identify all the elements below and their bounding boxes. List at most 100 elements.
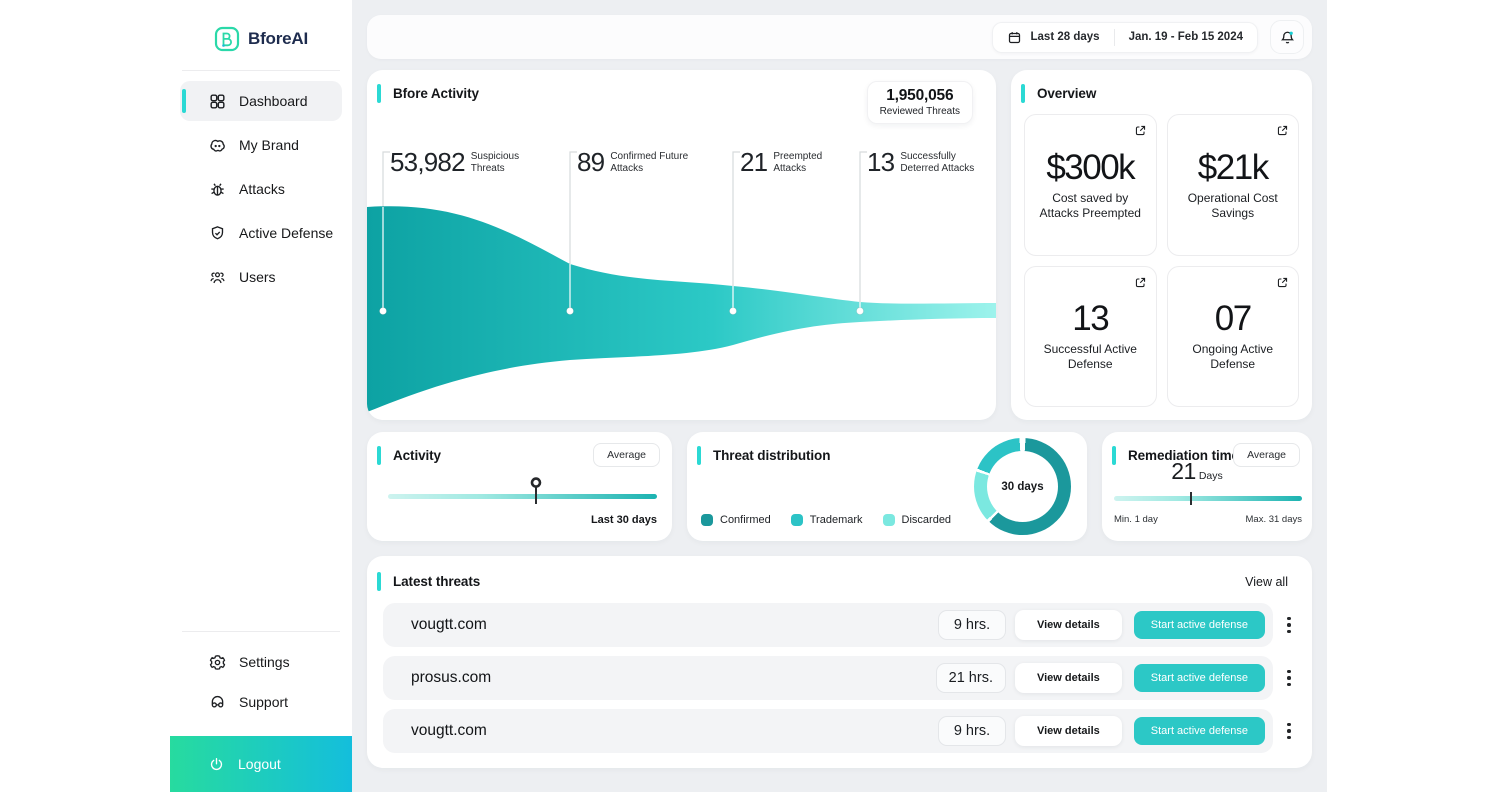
start-active-defense-button[interactable]: Start active defense (1133, 717, 1265, 745)
date-range-value[interactable]: Jan. 19 - Feb 15 2024 (1115, 31, 1257, 43)
sidebar-item-users[interactable]: Users (180, 257, 342, 297)
bfore-activity-title: Bfore Activity (393, 86, 479, 101)
sidebar-item-settings[interactable]: Settings (180, 642, 342, 682)
sidebar-footer-nav: Settings Support (170, 642, 352, 736)
sidebar-item-attacks[interactable]: Attacks (180, 169, 342, 209)
overview-label: Cost saved by Attacks Preempted (1039, 190, 1141, 220)
overview-label: Ongoing Active Defense (1192, 342, 1274, 372)
reviewed-threats-label: Reviewed Threats (879, 106, 960, 117)
donut-center-label: 30 days (1001, 480, 1044, 493)
date-pill-divider (1113, 28, 1115, 46)
stage-value: 21 (740, 147, 768, 177)
sidebar-item-dashboard[interactable]: Dashboard (180, 81, 342, 121)
view-all-link[interactable]: View all (1245, 574, 1288, 589)
stage-value: 53,982 (390, 147, 466, 177)
row-menu-kebab-icon[interactable] (1282, 669, 1296, 687)
accent-bar (377, 84, 381, 103)
external-link-icon[interactable] (1134, 276, 1147, 289)
legend-swatch (701, 514, 713, 526)
legend-item-discarded: Discarded (882, 514, 951, 526)
funnel-chart (367, 151, 996, 412)
sidebar-item-active-defense[interactable]: Active Defense (180, 213, 342, 253)
remediation-max-label: Max. 31 days (1245, 514, 1303, 525)
notification-dot (1289, 31, 1293, 35)
threat-row-wrap: vougtt.com 9 hrs. View details Start act… (383, 603, 1296, 647)
remediation-slider-tick[interactable] (1190, 492, 1193, 505)
overview-tile-ongoing-defense: 07 Ongoing Active Defense (1166, 265, 1299, 407)
power-icon (210, 757, 223, 770)
notifications-button[interactable] (1270, 20, 1304, 54)
threat-distribution-donut-chart: 30 days (974, 438, 1071, 535)
bfore-activity-card: Bfore Activity 1,950,056 Reviewed Threat… (367, 70, 996, 420)
date-range-preset-label: Last 28 days (1030, 31, 1100, 43)
threat-row[interactable]: vougtt.com 9 hrs. View details Start act… (383, 709, 1273, 753)
threat-row-wrap: prosus.com 21 hrs. View details Start ac… (383, 656, 1296, 700)
remediation-average-button[interactable]: Average (1233, 443, 1300, 467)
accent-bar (377, 572, 381, 591)
threat-distribution-legend: Confirmed Trademark Discarded (701, 514, 951, 526)
external-link-icon[interactable] (1276, 124, 1289, 137)
brand-name: BforeAI (248, 29, 308, 48)
logout-button[interactable]: Logout (170, 736, 352, 792)
date-range-picker[interactable]: Last 28 days Jan. 19 - Feb 15 2024 (991, 21, 1258, 53)
overview-value: $21k (1197, 147, 1269, 187)
threat-row[interactable]: prosus.com 21 hrs. View details Start ac… (383, 656, 1273, 700)
latest-threats-card: Latest threats View all vougtt.com 9 hrs… (367, 556, 1312, 768)
pin-icon (530, 477, 542, 493)
brand-logo: BforeAI (170, 0, 352, 52)
overview-tile-successful-defense: 13 Successful Active Defense (1024, 265, 1157, 407)
activity-average-button[interactable]: Average (593, 443, 660, 467)
latest-threats-title: Latest threats (393, 574, 481, 589)
app-window: BforeAI Dashboard My Brand (170, 0, 1327, 792)
start-active-defense-button[interactable]: Start active defense (1133, 664, 1265, 692)
overview-label: Operational Cost Savings (1187, 190, 1278, 220)
external-link-icon[interactable] (1276, 276, 1289, 289)
slider-tick (534, 492, 537, 504)
activity-slider-track[interactable] (388, 477, 657, 504)
legend-item-confirmed: Confirmed (701, 514, 771, 526)
sidebar-item-my-brand[interactable]: My Brand (180, 125, 342, 165)
threat-row[interactable]: vougtt.com 9 hrs. View details Start act… (383, 603, 1273, 647)
sidebar-item-support[interactable]: Support (180, 682, 342, 722)
external-link-icon[interactable] (1134, 124, 1147, 137)
threat-distribution-title: Threat distribution (713, 448, 831, 463)
sidebar-item-label: Users (239, 269, 276, 285)
view-details-button[interactable]: View details (1014, 663, 1122, 693)
legend-label: Confirmed (720, 514, 771, 526)
remediation-min-label: Min. 1 day (1114, 514, 1158, 525)
main-content: Last 28 days Jan. 19 - Feb 15 2024 (352, 0, 1327, 792)
row-menu-kebab-icon[interactable] (1282, 722, 1296, 740)
bug-icon (211, 182, 224, 196)
overview-tile-cost-saved: $300k Cost saved by Attacks Preempted (1024, 114, 1157, 256)
remediation-slider-track[interactable] (1114, 492, 1302, 505)
topbar: Last 28 days Jan. 19 - Feb 15 2024 (367, 15, 1312, 59)
view-details-button[interactable]: View details (1014, 716, 1122, 746)
sidebar-item-label: Attacks (239, 181, 285, 197)
support-glasses-icon (211, 695, 224, 708)
activity-card: Activity Average Last 30 days (367, 432, 672, 541)
remediation-title: Remediation time (1128, 448, 1239, 463)
legend-swatch (790, 514, 803, 526)
activity-slider-marker[interactable] (529, 477, 543, 504)
threat-age-badge: 9 hrs. (937, 716, 1006, 746)
date-range-preset[interactable]: Last 28 days (993, 30, 1114, 45)
threat-domain: vougtt.com (411, 722, 487, 739)
overview-tile-operational-savings: $21k Operational Cost Savings (1166, 114, 1299, 256)
threat-age-badge: 21 hrs. (935, 663, 1006, 693)
activity-period-label: Last 30 days (590, 514, 657, 526)
logout-label: Logout (238, 756, 281, 772)
date-range-value-label: Jan. 19 - Feb 15 2024 (1128, 31, 1243, 43)
view-details-button[interactable]: View details (1014, 610, 1122, 640)
sidebar: BforeAI Dashboard My Brand (170, 0, 352, 792)
start-active-defense-button[interactable]: Start active defense (1133, 611, 1265, 639)
threat-age-badge: 9 hrs. (937, 610, 1006, 640)
overview-value: 07 (1214, 299, 1252, 339)
stage-label: Preempted Attacks (773, 151, 823, 174)
threat-rows: vougtt.com 9 hrs. View details Start act… (383, 603, 1296, 753)
overview-card: Overview $300k Cost saved by Attacks Pre… (1011, 70, 1312, 420)
threat-domain: vougtt.com (411, 616, 487, 633)
sidebar-top-divider (182, 70, 340, 71)
remediation-time-card: Remediation time Average 21 Days Min. 1 d… (1102, 432, 1312, 541)
row-menu-kebab-icon[interactable] (1282, 616, 1296, 634)
shield-check-icon (211, 225, 224, 239)
